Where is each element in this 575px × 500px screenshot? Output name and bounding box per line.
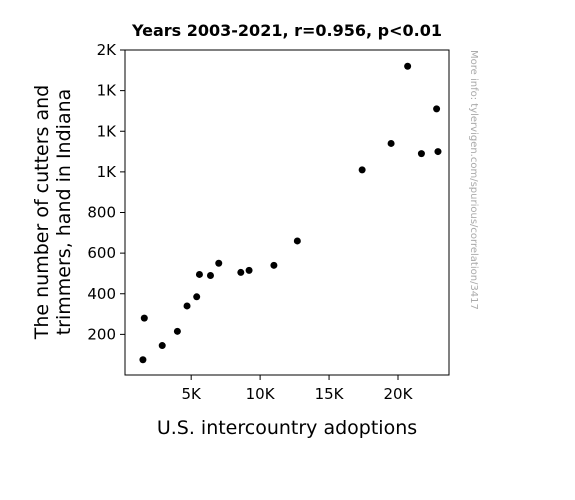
data-point [173, 327, 181, 335]
y-tick-label: 2K [97, 41, 118, 59]
data-point [293, 237, 301, 245]
data-point [195, 270, 203, 278]
watermark: More info: tylervigen.com/spurious/corre… [468, 50, 479, 310]
data-point [270, 261, 278, 269]
y-axis: 200 400 600 800 1K 1K 1K 2K [87, 41, 125, 343]
data-points [139, 62, 442, 364]
data-point [237, 268, 245, 276]
data-point [433, 105, 441, 113]
data-point [139, 356, 147, 364]
x-axis-label: U.S. intercountry adoptions [157, 417, 417, 439]
data-point [215, 259, 223, 267]
y-tick-label: 1K [97, 82, 118, 100]
y-axis-label: The number of cutters and trimmers, hand… [31, 85, 75, 341]
chart-title: Years 2003-2021, r=0.956, p<0.01 [131, 21, 442, 40]
y-tick-label: 400 [87, 285, 116, 303]
watermark-text: More info: tylervigen.com/spurious/corre… [468, 50, 479, 310]
plot-area-frame [124, 49, 450, 376]
x-tick-label: 15K [315, 385, 345, 403]
data-point [434, 148, 442, 156]
data-point [417, 150, 425, 158]
y-axis-label-line-1: The number of cutters and [31, 85, 53, 341]
x-tick-label: 10K [246, 385, 276, 403]
y-axis-label-line-2: trimmers, hand in Indiana [53, 89, 75, 336]
data-point [387, 139, 395, 147]
data-point [158, 342, 166, 350]
data-point [245, 266, 253, 274]
x-tick-label: 20K [384, 385, 414, 403]
x-axis: 5K 10K 15K 20K [181, 375, 414, 403]
data-point [193, 293, 201, 301]
data-point [183, 302, 191, 310]
y-tick-label: 800 [87, 204, 116, 222]
data-point [358, 166, 366, 174]
y-tick-label: 200 [87, 325, 116, 343]
y-tick-label: 1K [97, 122, 118, 140]
x-tick-label: 5K [181, 385, 202, 403]
data-point [404, 62, 412, 70]
data-point [206, 271, 214, 279]
data-point [140, 314, 148, 322]
y-tick-label: 1K [97, 163, 118, 181]
y-tick-label: 600 [87, 244, 116, 262]
